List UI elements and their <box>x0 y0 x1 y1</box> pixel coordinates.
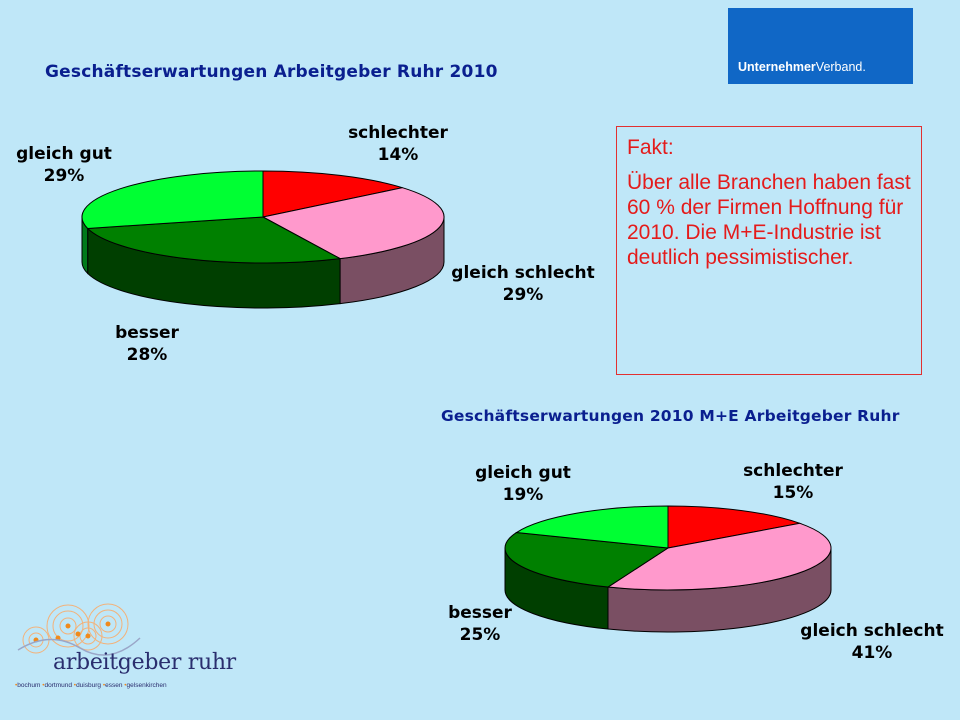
chart-2-slice-gleich-schlecht <box>606 522 832 591</box>
logo-text: UnternehmerVerband. <box>738 60 866 74</box>
fact-box: Fakt: Über alle Branchen haben fast 60 %… <box>616 126 922 375</box>
chart-2-title: Geschäftserwartungen 2010 M+E Arbeitgebe… <box>441 407 900 425</box>
chart-1-label-gleich-gut: gleich gut 29% <box>16 144 112 186</box>
chart-1-title: Geschäftserwartungen Arbeitgeber Ruhr 20… <box>45 62 498 82</box>
chart-2-slice-schlechter <box>667 505 802 549</box>
chart-1-slice-schlechter <box>262 170 403 218</box>
chart-2-label-schlechter: schlechter 15% <box>743 461 843 503</box>
unternehmerverband-logo: UnternehmerVerband. <box>728 8 913 84</box>
fact-body: Über alle Branchen haben fast 60 % der F… <box>627 171 911 269</box>
chart-1-slice-besser <box>86 216 342 264</box>
chart-1-label-gleich-schlecht: gleich schlecht 29% <box>451 263 595 305</box>
chart-2-slice-gleich-gut <box>514 505 669 549</box>
brand-circles-icon <box>17 603 141 656</box>
chart-2-label-gleich-schlecht: gleich schlecht 41% <box>800 621 944 663</box>
chart-1-label-besser: besser 28% <box>115 323 179 365</box>
chart-1-label-schlechter: schlechter 14% <box>348 123 448 165</box>
brand-cities: •bochum •dortmund •duisburg •essen •gels… <box>15 682 167 689</box>
chart-2-slice-besser <box>504 532 670 588</box>
brand-name: arbeitgeber ruhr <box>53 650 236 675</box>
chart-2-label-besser: besser 25% <box>448 603 512 645</box>
fact-heading: Fakt: <box>627 136 674 159</box>
arbeitgeber-ruhr-logo: arbeitgeber ruhr •bochum •dortmund •duis… <box>10 600 236 700</box>
chart-1-slice-gleich-gut <box>81 170 264 229</box>
chart-2-label-gleich-gut: gleich gut 19% <box>475 463 571 505</box>
